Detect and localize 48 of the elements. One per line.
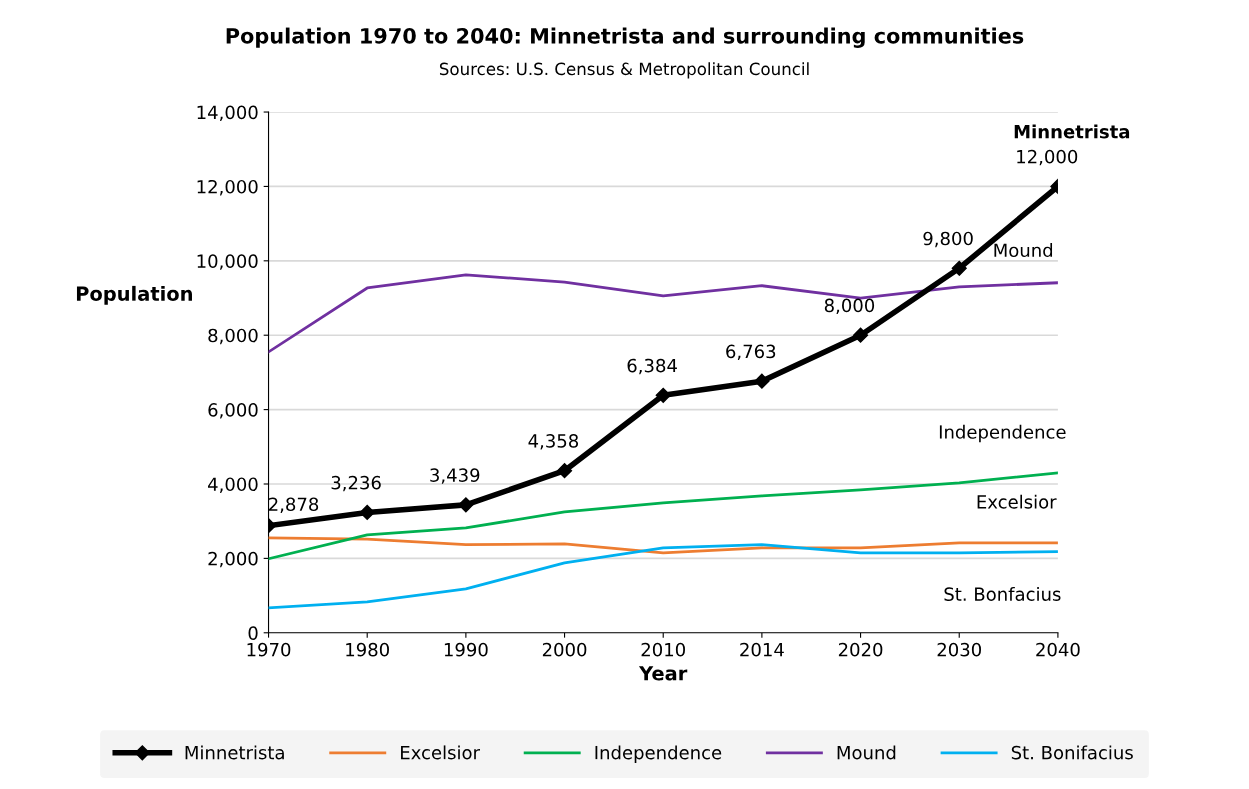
data-label: 3,439: [430, 468, 480, 484]
y-tick-label: 0: [248, 626, 258, 640]
legend-label: Minnetrista: [185, 745, 284, 760]
legend-label: Mound: [837, 745, 896, 760]
data-label: 3,236: [331, 475, 381, 492]
x-tick-label: 2040: [1036, 642, 1080, 657]
point: [655, 387, 671, 403]
data-label: 8,000: [824, 298, 875, 315]
x-tick-label: 1990: [444, 642, 488, 657]
line-series: [268, 536, 1058, 555]
annotation: St. Bonfacius: [944, 586, 1061, 601]
y-axis-title: Population: [76, 285, 192, 305]
y-tick-label: 10,000: [197, 254, 258, 270]
annotation: Mound: [994, 243, 1053, 258]
data-label: 2,878: [269, 497, 319, 513]
data-label: 12,000: [1017, 149, 1078, 166]
x-tick-label: 1970: [247, 642, 291, 657]
point: [556, 463, 573, 479]
chart-title: Population 1970 to 2040: Minnetrista and surrounding communities: [226, 27, 1024, 48]
x-tick-label: 1980: [346, 642, 389, 657]
y-tick-label: 8,000: [208, 328, 258, 345]
point: [359, 504, 375, 520]
chart-subtitle: Sources: U.S. Census & Metropolitan Council: [439, 62, 809, 79]
data-label: 6,763: [726, 344, 776, 361]
y-tick-label: 2,000: [208, 551, 258, 568]
y-tick-label: 12,000: [197, 179, 258, 196]
x-tick-label: 2020: [838, 642, 883, 657]
data-label: 4,358: [528, 434, 579, 450]
y-tick-label: 4,000: [208, 477, 258, 493]
point: [754, 373, 770, 389]
x-tick-label: 2010: [641, 642, 685, 657]
y-tick-label: 14,000: [197, 105, 258, 121]
legend-label: Independence: [595, 745, 722, 763]
point: [852, 327, 869, 343]
point: [458, 497, 474, 513]
legend-label: Excelsior: [401, 745, 480, 760]
x-tick-label: 2014: [740, 642, 784, 657]
annotation: Excelsior: [977, 494, 1057, 509]
y-tick-label: 6,000: [208, 403, 258, 419]
point: [951, 260, 967, 276]
x-tick-label: 2030: [937, 642, 982, 657]
legend-label: St. Bonifacius: [1011, 745, 1133, 760]
annotation: Independence: [939, 424, 1066, 443]
data-label: 9,800: [923, 231, 973, 248]
x-tick-label: 2000: [542, 642, 587, 657]
data-label: 6,384: [627, 358, 677, 375]
annotation: Minnetrista: [1014, 124, 1130, 139]
x-axis-title: Year: [638, 666, 688, 681]
